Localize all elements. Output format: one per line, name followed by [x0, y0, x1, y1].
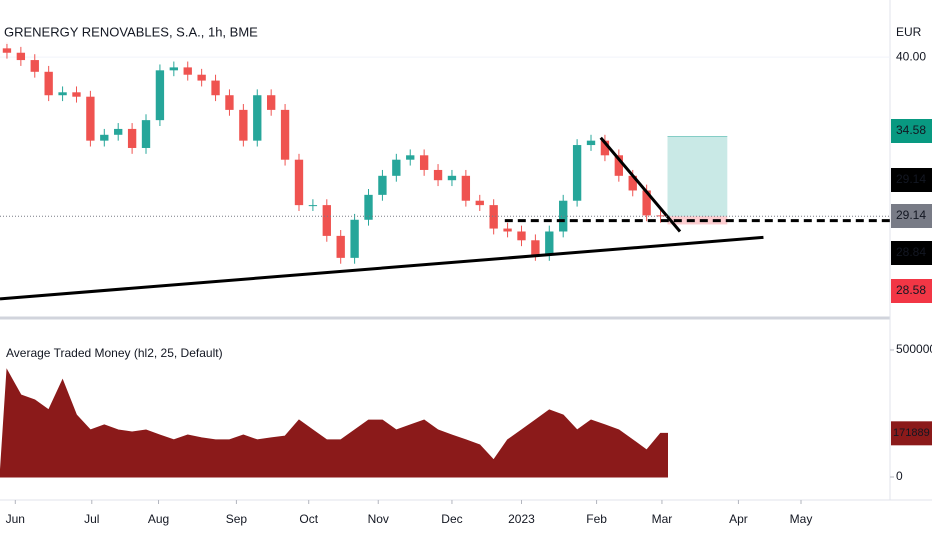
candle-body — [141, 120, 151, 148]
candle-body — [517, 231, 526, 241]
candle-body — [364, 194, 373, 220]
x-tick-label: Nov — [368, 512, 389, 526]
candle-body — [559, 200, 568, 232]
price-label-bg — [891, 279, 932, 303]
candle-body — [16, 52, 26, 61]
plot: 0 500000 40.00 Jun Jul Aug Sep Oct Nov Dec 2023 Feb… — [0, 42, 932, 526]
candle-body — [169, 67, 178, 71]
x-tick-label: Sep — [226, 512, 248, 526]
price-label-bg — [891, 204, 932, 228]
price-label: 28.84 — [896, 245, 926, 259]
price-label-bg — [891, 241, 932, 265]
x-tick-label: Jul — [84, 512, 99, 526]
candle-body — [433, 169, 443, 181]
candle-body — [197, 74, 206, 81]
stop-zone — [667, 216, 728, 225]
x-tick-label: Oct — [299, 512, 318, 526]
candle-body — [475, 200, 484, 206]
candle-body — [572, 145, 582, 201]
candle-body — [600, 140, 610, 156]
candle-body — [239, 109, 248, 141]
price-label: 34.58 — [896, 123, 926, 137]
x-tick-label: Aug — [148, 512, 169, 526]
candle-body — [100, 134, 109, 141]
candle-body — [211, 80, 220, 96]
candle-body — [2, 48, 12, 53]
candle-body — [127, 128, 137, 148]
target-zone — [667, 136, 728, 217]
price-label-bg — [891, 119, 932, 143]
x-tick-label: Mar — [652, 512, 673, 526]
candle-body — [336, 235, 345, 258]
candle-body — [406, 155, 415, 160]
candle-body — [628, 175, 637, 191]
title-bg — [0, 22, 185, 44]
candle-body — [86, 96, 95, 141]
candle-body — [58, 92, 67, 96]
candle-body — [253, 95, 262, 141]
x-tick-label: Jun — [6, 512, 25, 526]
candle-body — [419, 155, 429, 170]
candle-body — [545, 231, 554, 255]
candle-body — [114, 128, 123, 135]
candle-body — [503, 228, 512, 232]
candle-body — [155, 70, 165, 121]
candle-body — [614, 155, 623, 176]
candle-body — [392, 159, 401, 176]
last-value-bg — [891, 421, 932, 446]
candle-body — [225, 95, 234, 110]
y-tick-label: 40.00 — [896, 49, 926, 63]
candle-body — [378, 175, 387, 195]
price-label: 28.58 — [896, 283, 926, 297]
candle-body — [322, 205, 331, 236]
y-tick-label: 0 — [896, 469, 903, 483]
candle-body — [183, 67, 192, 75]
price-label: 29.14 — [896, 172, 926, 186]
x-tick-label: Apr — [729, 512, 748, 526]
price-label-bg — [891, 168, 932, 192]
y-tick-label: 500000 — [896, 342, 932, 356]
candle-body — [30, 60, 39, 72]
candle-body — [44, 71, 53, 96]
indicator-title: Average Traded Money (hl2, 25, Default) — [6, 346, 223, 360]
x-tick-label: May — [790, 512, 813, 526]
trend-line — [0, 235, 764, 301]
candle-body — [72, 92, 81, 97]
candle-body — [280, 109, 290, 160]
candle-body — [642, 190, 651, 216]
candle-body — [531, 240, 540, 255]
currency: EUR — [896, 25, 922, 39]
candle-body — [294, 159, 304, 206]
candle-body — [267, 95, 276, 110]
price-label: 29.14 — [896, 208, 926, 222]
candle-body — [447, 175, 457, 181]
candle-body — [586, 140, 596, 146]
chart-title: GRENERGY RENOVABLES, S.A., 1h, BME — [4, 24, 258, 39]
x-tick-label: Dec — [441, 512, 462, 526]
x-tick-label: 2023 — [508, 512, 535, 526]
area — [0, 368, 668, 478]
candle-body — [350, 219, 359, 258]
candle-body — [489, 205, 498, 229]
last-value-label: 171889 — [893, 427, 930, 439]
candle-body — [308, 205, 318, 207]
candle-body — [461, 175, 471, 201]
x-tick-label: Feb — [586, 512, 607, 526]
